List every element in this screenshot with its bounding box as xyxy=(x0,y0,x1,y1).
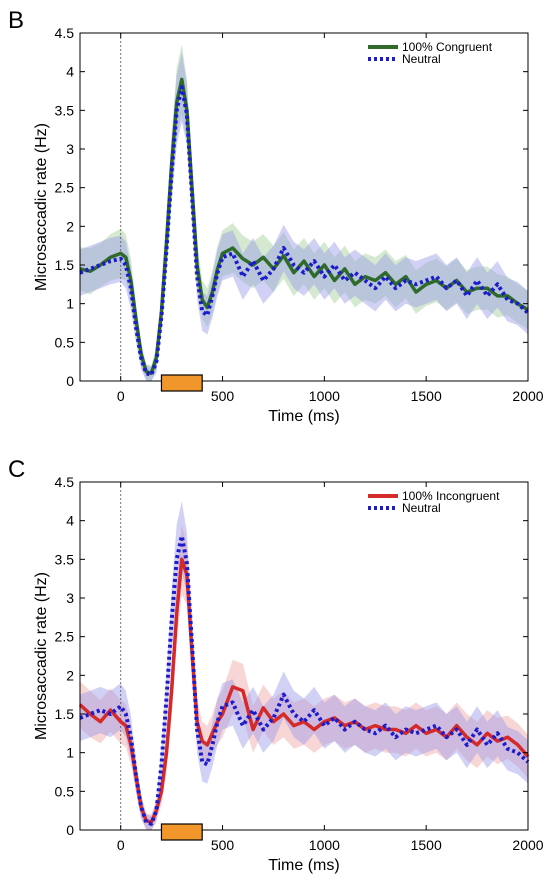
y-tick-label: 0.5 xyxy=(55,783,75,799)
x-tick-label: 0 xyxy=(117,388,125,404)
y-tick-label: 4 xyxy=(66,513,74,529)
legend-label: Neutral xyxy=(402,501,441,515)
y-tick-label: 0 xyxy=(66,822,74,838)
x-tick-label: 2000 xyxy=(512,837,543,853)
x-tick-label: 1500 xyxy=(411,388,442,404)
y-tick-label: 4 xyxy=(66,64,74,80)
confidence-band-neutral xyxy=(80,52,528,382)
y-tick-label: 3 xyxy=(66,590,74,606)
y-tick-label: 0.5 xyxy=(55,334,75,350)
y-tick-label: 0 xyxy=(66,373,74,389)
x-tick-label: 500 xyxy=(211,388,235,404)
y-tick-label: 1.5 xyxy=(55,706,75,722)
stimulus-period-bar xyxy=(160,374,203,392)
x-tick-label: 2000 xyxy=(512,388,543,404)
y-tick-label: 1 xyxy=(66,296,74,312)
x-axis-title: Time (ms) xyxy=(268,857,339,874)
y-tick-label: 2 xyxy=(66,667,74,683)
y-tick-label: 3.5 xyxy=(55,102,75,118)
legend-label: 100% Congruent xyxy=(402,40,493,54)
plot-frame xyxy=(79,32,529,382)
stimulus-period-bar xyxy=(160,823,203,841)
series-line-neutral xyxy=(79,534,530,826)
y-tick-label: 2 xyxy=(66,218,74,234)
x-tick-label: 1000 xyxy=(309,837,340,853)
panel-letter: B xyxy=(8,7,24,34)
y-axis-title: Microsaccadic rate (Hz) xyxy=(33,572,50,740)
series-line-condition xyxy=(78,557,530,825)
x-axis-title: Time (ms) xyxy=(268,408,339,425)
panel-b: B 0 0.5 1 1.5 2 2.5 3 3.5 4 4.5 0 500 1000 1500 2000 Tim… xyxy=(8,7,544,425)
panel-c: C 0 0.5 1 1.5 2 2.5 3 3.5 4 4.5 0 500 1000 1500 2000 Tim… xyxy=(8,456,544,874)
confidence-band-condition xyxy=(80,524,528,830)
series-line-condition xyxy=(79,77,529,376)
confidence-band-condition xyxy=(80,44,528,381)
y-tick-label: 3 xyxy=(66,141,74,157)
y-tick-label: 2.5 xyxy=(55,629,75,645)
confidence-band-neutral xyxy=(80,501,528,830)
y-tick-label: 3.5 xyxy=(55,551,75,567)
panel-letter: C xyxy=(8,456,25,483)
legend-label: Neutral xyxy=(402,52,441,66)
y-tick-label: 1 xyxy=(66,745,74,761)
y-axis-title: Microsaccadic rate (Hz) xyxy=(33,123,50,291)
y-tick-label: 1.5 xyxy=(55,257,75,273)
y-tick-label: 4.5 xyxy=(55,25,75,41)
x-tick-label: 500 xyxy=(211,837,235,853)
x-tick-label: 1500 xyxy=(411,837,442,853)
x-tick-label: 1000 xyxy=(309,388,340,404)
y-tick-label: 2.5 xyxy=(55,180,75,196)
x-tick-label: 0 xyxy=(117,837,125,853)
series-line-neutral xyxy=(79,85,530,377)
legend-label: 100% Incongruent xyxy=(402,489,500,503)
y-tick-label: 4.5 xyxy=(55,474,75,490)
plot-frame xyxy=(79,481,529,831)
